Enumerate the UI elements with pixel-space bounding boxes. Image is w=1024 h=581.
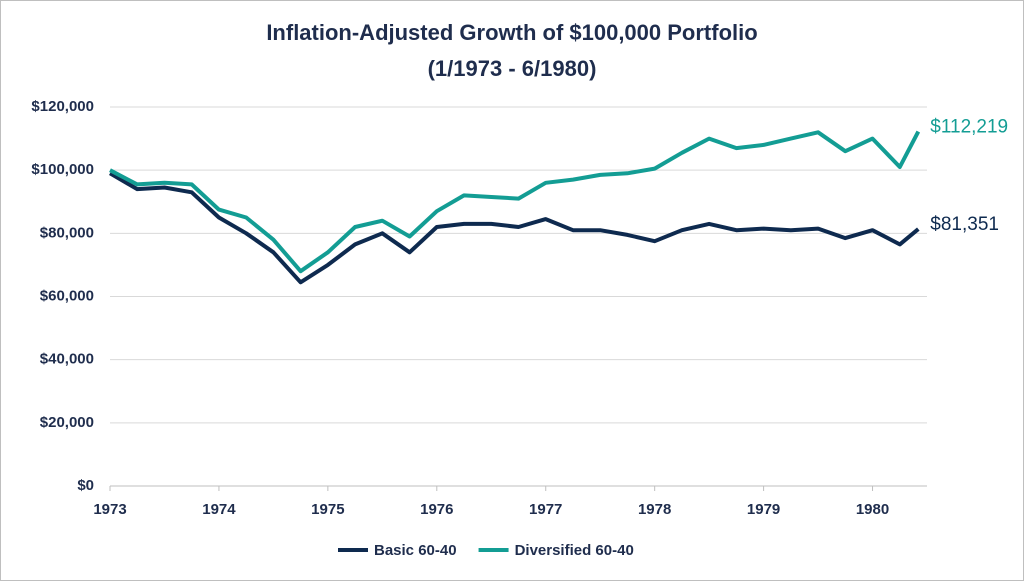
y-tick-label: $60,000 <box>40 287 94 304</box>
x-tick-label: 1980 <box>856 501 889 518</box>
x-tick-label: 1975 <box>311 501 344 518</box>
x-tick-label: 1976 <box>420 501 453 518</box>
legend-label: Diversified 60-40 <box>515 542 634 559</box>
series-line <box>109 130 921 274</box>
end-label: $81,351 <box>930 214 999 235</box>
y-tick-label: $80,000 <box>40 224 94 241</box>
x-tick-label: 1974 <box>202 501 236 518</box>
y-tick-label: $40,000 <box>40 351 94 368</box>
chart-subtitle: (1/1973 - 6/1980) <box>428 56 597 81</box>
y-tick-label: $100,000 <box>31 161 94 178</box>
x-tick-label: 1973 <box>93 501 126 518</box>
end-label: $112,219 <box>930 117 1008 138</box>
y-tick-label: $120,000 <box>31 98 94 115</box>
series-line <box>108 171 920 285</box>
chart-title: Inflation-Adjusted Growth of $100,000 Po… <box>266 20 757 45</box>
legend-label: Basic 60-40 <box>374 542 457 559</box>
x-tick-label: 1978 <box>638 501 671 518</box>
y-tick-label: $20,000 <box>40 414 94 431</box>
x-tick-label: 1977 <box>529 501 562 518</box>
x-tick-label: 1979 <box>747 501 780 518</box>
y-tick-label: $0 <box>77 477 94 494</box>
